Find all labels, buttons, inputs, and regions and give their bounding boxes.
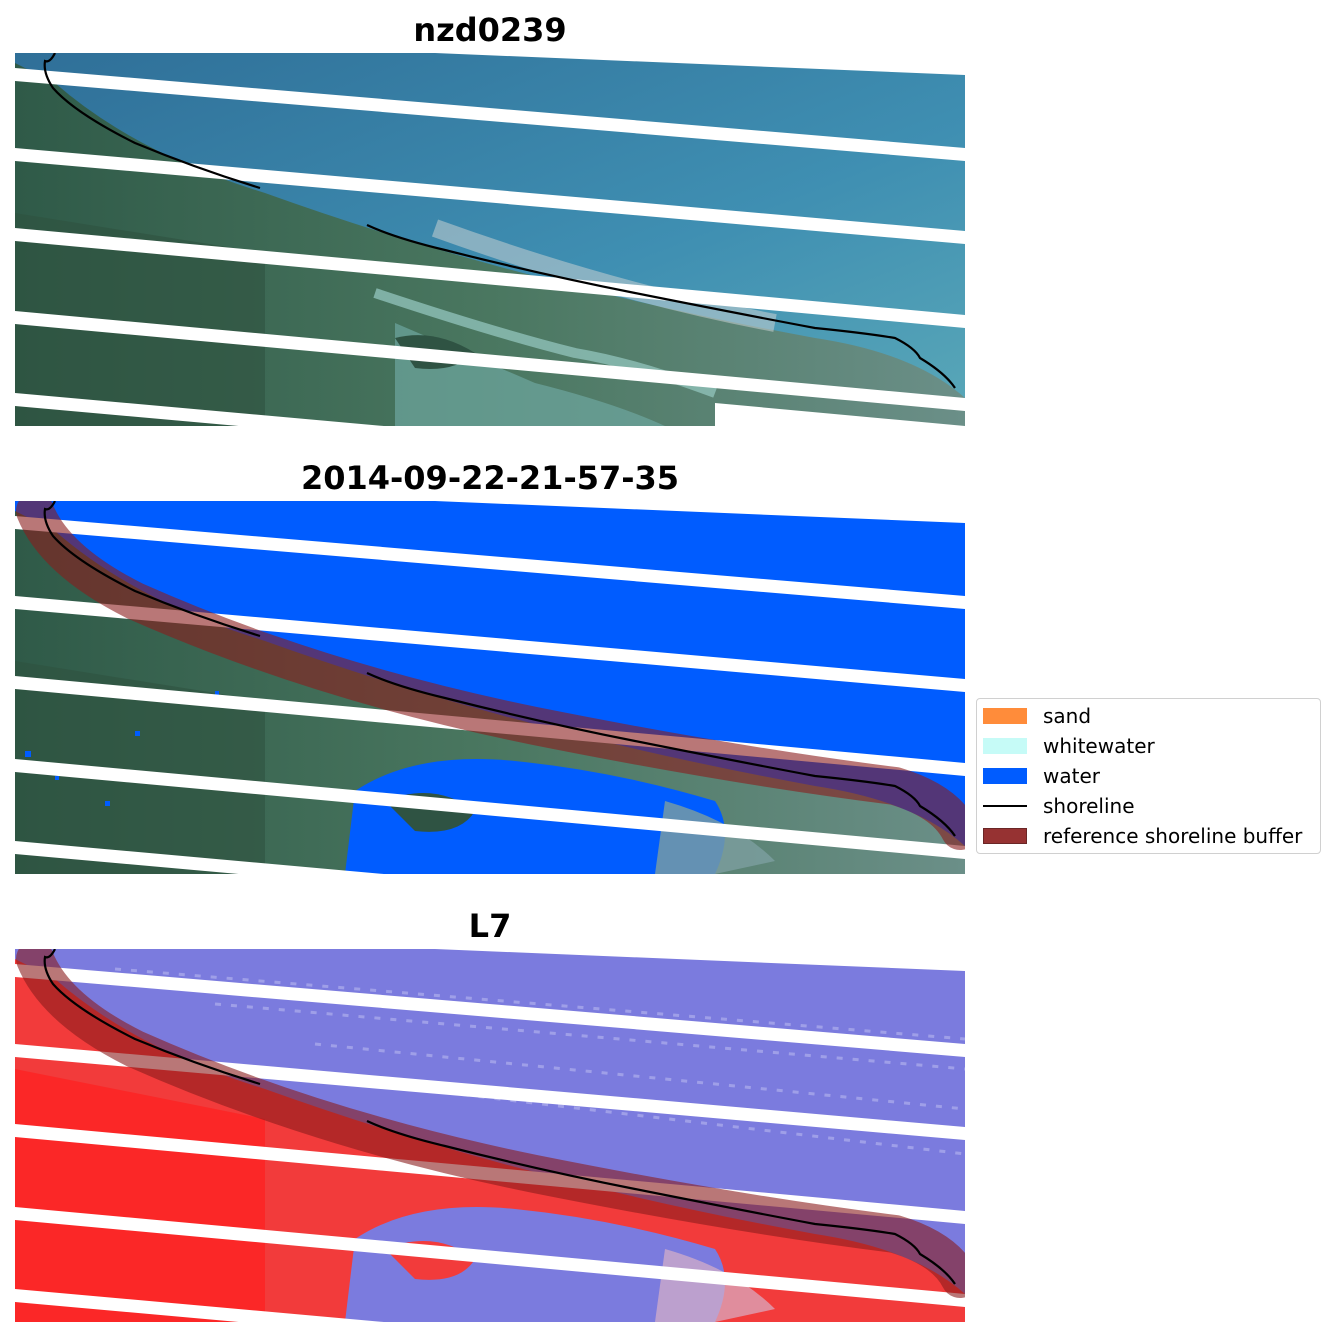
buffer-swatch: [983, 828, 1027, 844]
shoreline-line: [366, 224, 956, 389]
shoreline-line-swatch: [983, 805, 1027, 807]
water-swatch: [983, 768, 1027, 784]
legend-label: sand: [1043, 704, 1092, 728]
shoreline-line: [43, 501, 261, 638]
rgb-satellite-image: [15, 53, 965, 426]
scanline-gaps: [15, 53, 965, 426]
classified-image: [15, 501, 965, 874]
legend-item-buffer: reference shoreline buffer: [983, 824, 1303, 848]
panel-title-classification: 2014-09-22-21-57-35: [300, 459, 680, 497]
water-index-image: [15, 949, 965, 1322]
legend-item-shoreline: shoreline: [983, 794, 1135, 818]
index-panel: [15, 949, 965, 1322]
sand-swatch: [983, 708, 1027, 724]
classification-panel: [15, 501, 965, 874]
legend-label: whitewater: [1043, 734, 1155, 758]
legend: sand whitewater water shoreline referenc…: [976, 698, 1321, 854]
legend-item-sand: sand: [983, 704, 1092, 728]
panel-title-rgb: nzd0239: [413, 11, 567, 49]
legend-item-water: water: [983, 764, 1100, 788]
legend-label: reference shoreline buffer: [1043, 824, 1303, 848]
legend-label: shoreline: [1043, 794, 1135, 818]
shoreline-line: [43, 949, 261, 1086]
rgb-image-panel: [15, 53, 965, 426]
shoreline-line: [366, 672, 956, 837]
legend-label: water: [1043, 764, 1100, 788]
whitewater-swatch: [983, 738, 1027, 754]
legend-item-whitewater: whitewater: [983, 734, 1155, 758]
panel-title-index: L7: [468, 907, 512, 945]
shoreline-line: [43, 53, 261, 190]
shoreline-line: [366, 1120, 956, 1285]
